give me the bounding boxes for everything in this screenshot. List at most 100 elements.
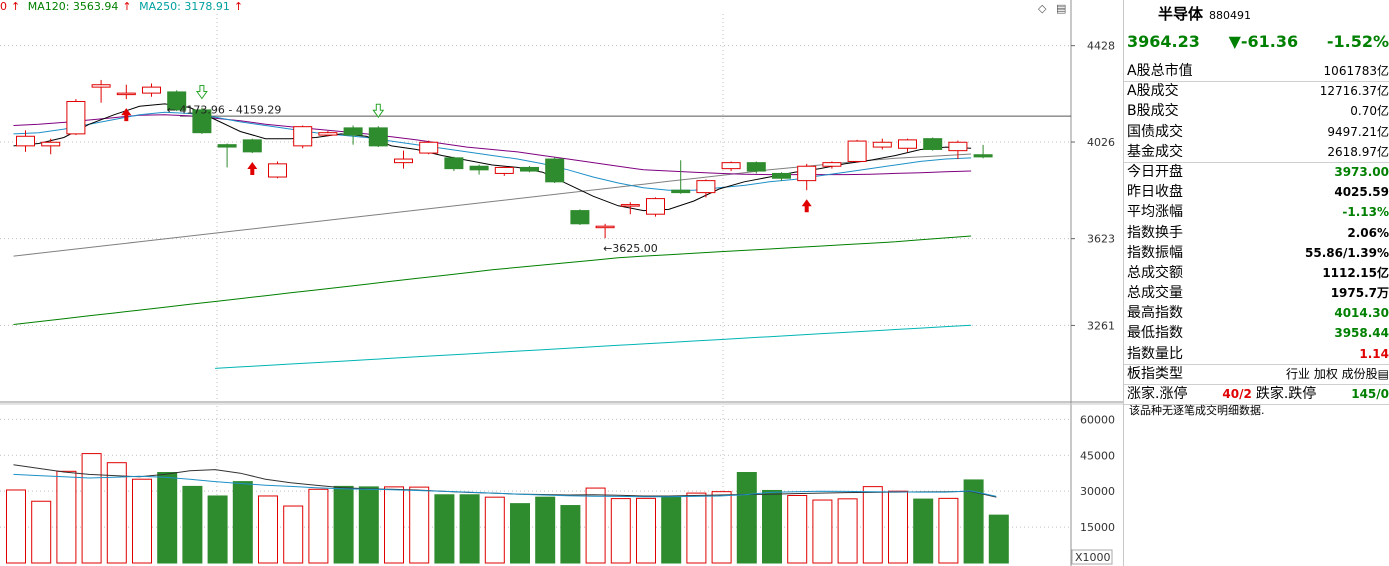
diamond-icon[interactable]: ◇	[1038, 2, 1047, 15]
chart-area[interactable]: 4428 4026 3623 3261 60000 45000 30000 15000 X100…	[0, 0, 1123, 566]
sell-arrow-icon	[372, 103, 385, 119]
quote-row-value: 行业 加权 成份股▤	[1286, 366, 1389, 381]
quote-row: 平均涨幅 -1.13%	[1124, 203, 1389, 223]
volume-bar	[258, 495, 278, 564]
candle-body	[242, 139, 262, 153]
volume-bar	[686, 492, 707, 564]
quote-row-label: 基金成交	[1127, 143, 1183, 160]
candle-body	[167, 91, 187, 111]
quote-row: 最高指数 4014.30	[1124, 304, 1389, 324]
candle-body	[142, 86, 161, 94]
candle-body	[847, 140, 867, 162]
price-tick-label: 3261	[1087, 319, 1115, 332]
volume-bar	[711, 491, 732, 564]
quote-row-value: 1.14	[1359, 346, 1389, 361]
rise-label: 涨家.涨停	[1127, 386, 1188, 402]
index-name: 半导体	[1158, 5, 1204, 23]
candle-body	[923, 138, 943, 150]
quote-row-label: 指数振幅	[1127, 244, 1183, 261]
rise-value: 40/2	[1222, 387, 1252, 401]
candle-body	[872, 141, 892, 148]
candle-body	[595, 225, 615, 229]
volume-bar	[308, 488, 329, 564]
ma10-line	[13, 111, 972, 191]
quote-row-label: A股总市值	[1127, 63, 1193, 79]
volume-bar	[56, 470, 77, 564]
price-change: ▼-61.36	[1228, 32, 1299, 51]
candle-body	[469, 165, 489, 171]
volume-bar	[459, 494, 480, 564]
quote-row-value: 1112.15亿	[1322, 265, 1389, 280]
ma250-label: MA250: 3178.91	[139, 0, 230, 13]
volume-bar	[132, 478, 152, 564]
quote-row: A股总市值 1061783亿	[1124, 62, 1389, 83]
volume-bar	[938, 497, 959, 564]
candle-body	[822, 162, 842, 167]
no-tick-data-note: 该品种无逐笔成交明细数据.	[1129, 404, 1265, 417]
fall-value: 145/0	[1351, 387, 1389, 401]
quote-row-value: 3973.00	[1334, 164, 1389, 179]
quote-row: 昨日收盘 4025.59	[1124, 183, 1389, 203]
quote-row-label: 指数换手	[1127, 224, 1183, 241]
volume-bar	[409, 486, 430, 564]
buy-arrow-icon	[247, 162, 258, 176]
quote-row: 总成交额 1112.15亿	[1124, 264, 1389, 284]
candle-body	[746, 162, 766, 172]
volume-bar	[106, 462, 127, 564]
volume-bar	[636, 497, 656, 564]
quote-row-value: 2.06%	[1347, 225, 1389, 240]
quote-row: 基金成交 2618.97亿	[1124, 143, 1389, 163]
quote-row-label: 今日开盘	[1127, 163, 1183, 180]
volume-unit-box	[1071, 549, 1113, 565]
quote-row-value: 3958.44	[1334, 326, 1389, 341]
volume-bar	[736, 472, 757, 564]
volume-bar	[787, 494, 808, 564]
candle-body	[545, 158, 565, 183]
quote-row: B股成交 0.70亿	[1124, 102, 1389, 122]
quote-row-label: 国债成交	[1127, 123, 1183, 140]
volume-bar	[157, 472, 178, 564]
quote-row: 最低指数 3958.44	[1124, 324, 1389, 344]
quote-row-label: 最低指数	[1127, 325, 1183, 342]
ma120-label: MA120: 3563.94	[27, 0, 119, 13]
candle-body	[570, 210, 590, 225]
quote-row-label: 昨日收盘	[1127, 184, 1183, 201]
volume-bar	[535, 496, 556, 564]
quote-row: A股成交 12716.37亿	[1124, 82, 1389, 102]
volume-bar	[837, 498, 858, 564]
quote-row-value: 12716.37亿	[1319, 84, 1389, 99]
quote-row: 国债成交 9497.21亿	[1124, 123, 1389, 143]
volume-bar	[283, 505, 304, 564]
candle-body	[444, 157, 464, 170]
ma-legend: 0 ↑ MA120: 3563.94 ↑ MA250: 3178.91 ↑	[0, 0, 247, 14]
up-arrow-icon: ↑	[11, 0, 21, 13]
quote-row-label: 最高指数	[1127, 305, 1183, 322]
quote-row-value: 1975.7万	[1330, 286, 1389, 301]
volume-bar	[182, 485, 203, 564]
scroll-icon[interactable]: ▤	[1056, 2, 1067, 15]
quote-row-value: 4025.59	[1334, 185, 1389, 200]
price-tick-label: 4026	[1087, 136, 1115, 149]
candle-body	[368, 127, 388, 147]
quote-row: 今日开盘 3973.00	[1124, 163, 1389, 183]
volume-bar	[862, 486, 883, 564]
volume-bar	[913, 498, 934, 564]
quote-row: 指数换手 2.06%	[1124, 224, 1389, 244]
volume-bar	[888, 490, 908, 564]
quote-row: 指数量比 1.14	[1124, 345, 1389, 365]
quote-row-value: 9497.21亿	[1327, 124, 1389, 139]
volume-tick-label: 60000	[1080, 413, 1115, 426]
sell-arrow-icon	[195, 85, 208, 100]
volume-bar	[510, 503, 530, 564]
quote-row-label: 平均涨幅	[1127, 204, 1183, 221]
rise-fall-row: 涨家.涨停 40/2 跌家.跌停 145/0	[1124, 385, 1389, 406]
candle-body	[66, 101, 86, 135]
candle-body	[646, 198, 665, 215]
candle-body	[898, 139, 917, 149]
candle-body	[696, 180, 716, 194]
quote-row-value: 2618.97亿	[1327, 144, 1389, 159]
volume-bar	[988, 514, 1009, 564]
candle-body	[268, 163, 287, 178]
volume-bar	[81, 453, 102, 564]
volume-bar	[762, 489, 782, 564]
